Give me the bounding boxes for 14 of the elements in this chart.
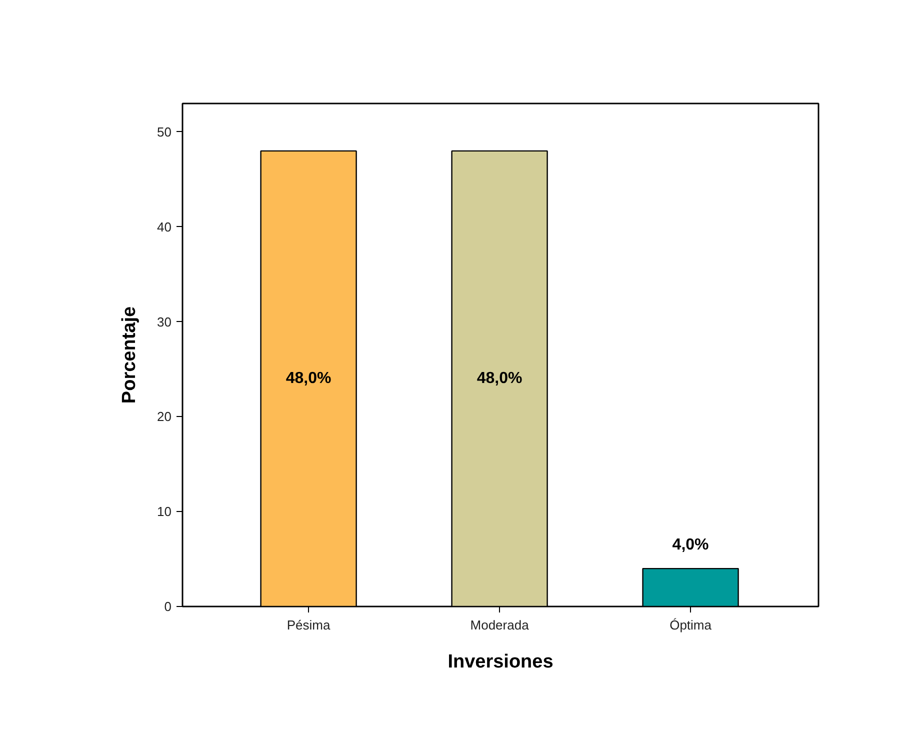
y-tick-label: 20 bbox=[157, 409, 172, 424]
y-tick-label: 10 bbox=[157, 504, 172, 520]
y-tick-label: 30 bbox=[157, 314, 172, 330]
data-label: 48,0% bbox=[476, 370, 522, 388]
x-tick-label: Moderada bbox=[470, 618, 530, 632]
y-axis-title: Porcentaje bbox=[119, 306, 140, 404]
data-label: 4,0% bbox=[672, 536, 709, 554]
x-axis-title: Inversiones bbox=[448, 652, 554, 672]
x-tick-label: Óptima bbox=[670, 618, 712, 632]
x-tick-label: Pésima bbox=[286, 618, 331, 632]
y-tick-label: 40 bbox=[157, 219, 172, 234]
data-label: 48,0% bbox=[286, 370, 332, 388]
y-tick-label: 50 bbox=[157, 124, 172, 140]
y-tick-label: 0 bbox=[164, 599, 172, 614]
